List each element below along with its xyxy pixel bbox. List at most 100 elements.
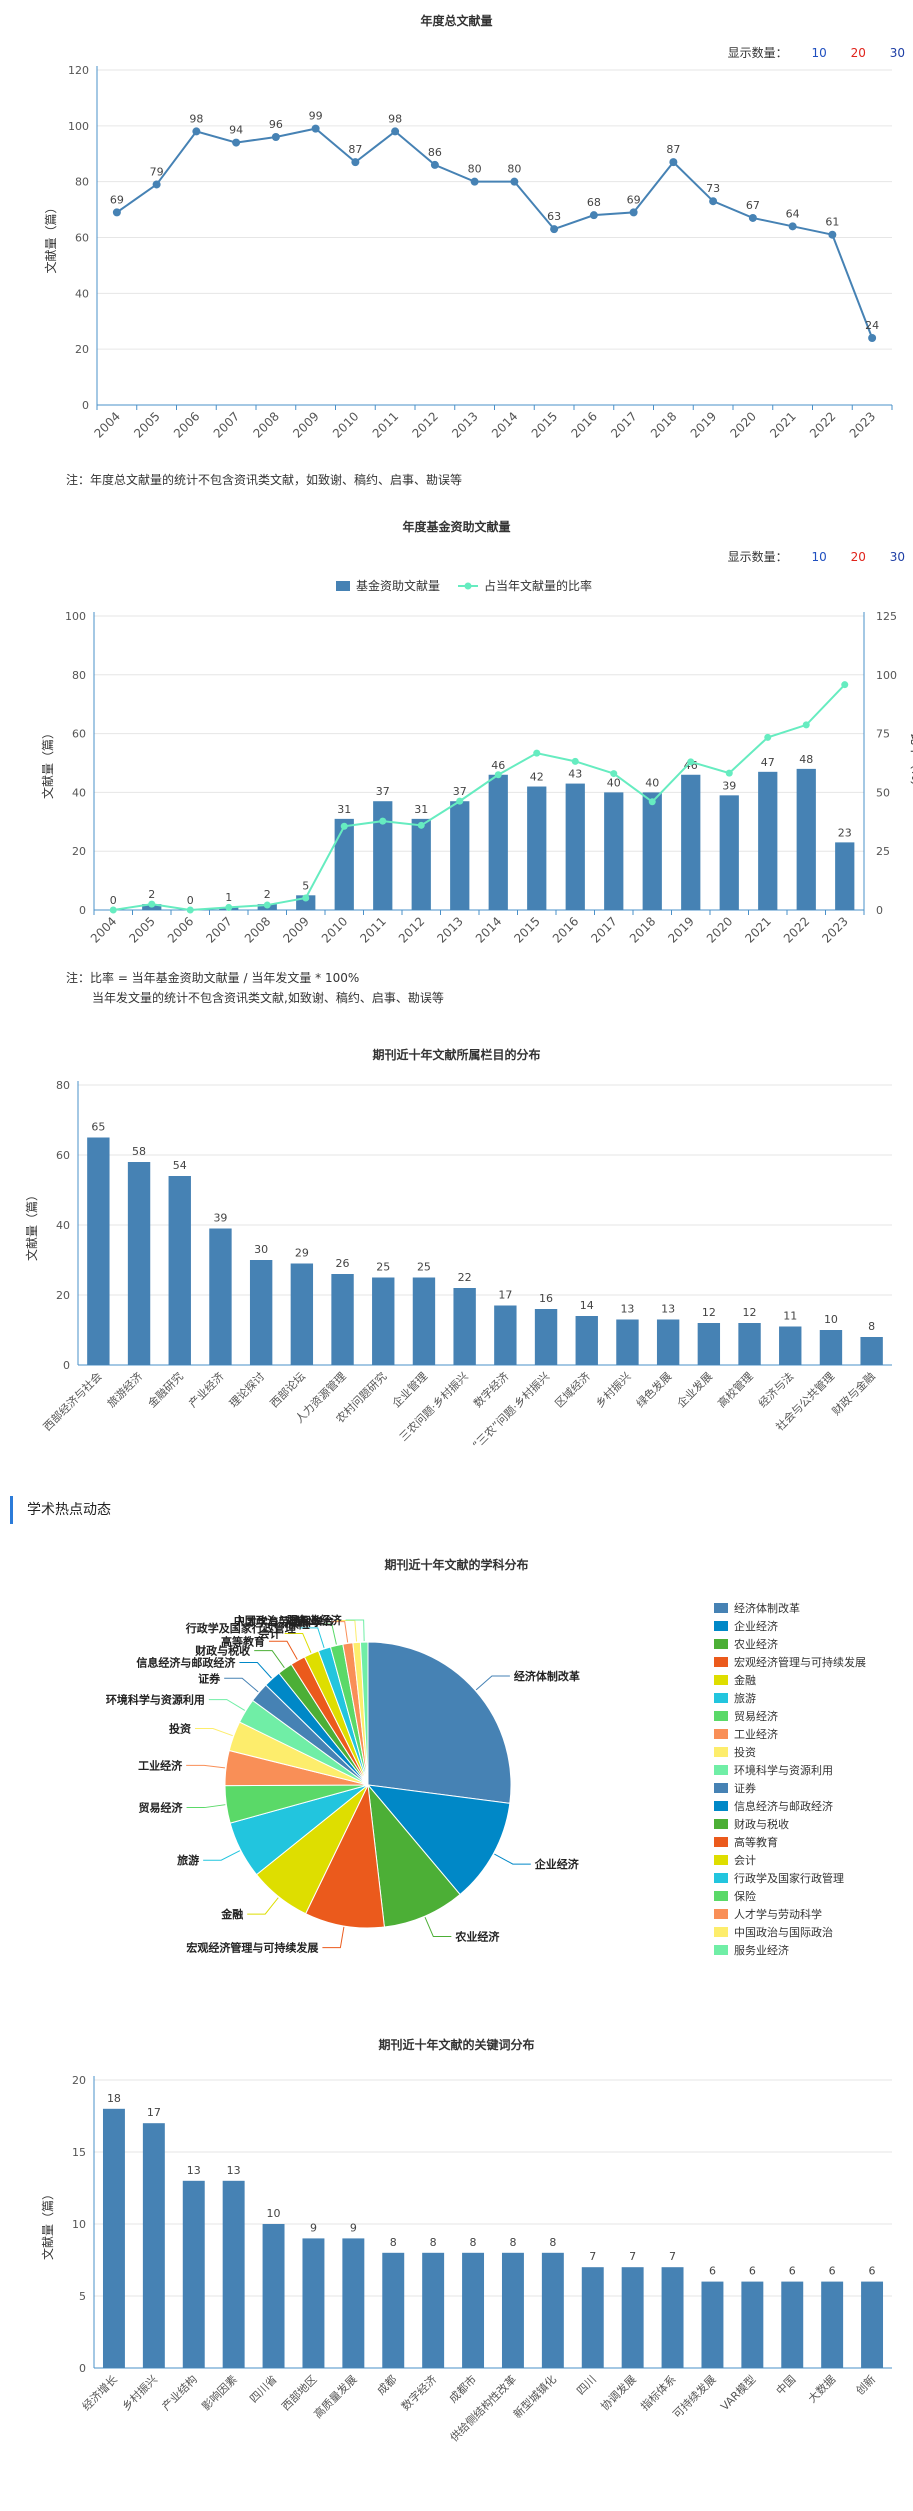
chart3-bar[interactable]: [697, 1323, 721, 1365]
chart5-bar[interactable]: [142, 2123, 165, 2368]
chart2-ratio-point[interactable]: [764, 733, 772, 741]
chart2-bar[interactable]: [719, 795, 739, 910]
chart2-bar[interactable]: [373, 801, 393, 910]
chart5-bar[interactable]: [781, 2281, 804, 2368]
chart4-legend-item[interactable]: 信息经济与邮政经济: [714, 1798, 833, 1816]
chart2-bar[interactable]: [488, 774, 508, 910]
chart4-legend-item[interactable]: 经济体制改革: [714, 1600, 800, 1618]
chart2-bar[interactable]: [527, 786, 547, 910]
chart4-legend-item[interactable]: 保险: [714, 1888, 756, 1906]
chart3-bar[interactable]: [656, 1319, 680, 1366]
chart4-legend-item[interactable]: 证券: [714, 1780, 756, 1798]
chart5-bar[interactable]: [701, 2281, 724, 2368]
chart2-legend-line-label[interactable]: 占当年文献量的比率: [484, 578, 592, 593]
chart1-point[interactable]: [868, 334, 877, 342]
chart2-bar[interactable]: [681, 774, 701, 910]
chart3-bar[interactable]: [168, 1176, 191, 1365]
chart2-bar[interactable]: [796, 768, 816, 910]
chart4-legend-item[interactable]: 企业经济: [714, 1618, 778, 1636]
count-option-20[interactable]: 20: [850, 550, 866, 564]
chart1-point[interactable]: [430, 160, 439, 169]
chart1-point[interactable]: [351, 158, 360, 167]
chart5-bar[interactable]: [861, 2281, 884, 2368]
chart1-point[interactable]: [550, 225, 559, 234]
chart4-legend-item[interactable]: 会计: [714, 1852, 756, 1870]
chart3-bar[interactable]: [534, 1309, 558, 1365]
chart5-bar[interactable]: [422, 2252, 445, 2368]
chart3-bar[interactable]: [779, 1326, 802, 1366]
chart2-bar[interactable]: [758, 771, 778, 910]
chart1-point[interactable]: [391, 127, 400, 136]
chart2-ratio-point[interactable]: [417, 821, 425, 829]
chart3-bar[interactable]: [575, 1316, 598, 1365]
chart4-slice[interactable]: [366, 1784, 511, 1896]
chart5-bar[interactable]: [262, 2224, 285, 2368]
chart1-point[interactable]: [589, 211, 598, 220]
chart1-point[interactable]: [232, 138, 241, 147]
chart1-point[interactable]: [470, 177, 479, 186]
chart3-bar[interactable]: [860, 1337, 883, 1365]
chart5-bar[interactable]: [621, 2267, 644, 2368]
chart2-ratio-point[interactable]: [263, 901, 271, 909]
chart1-point[interactable]: [828, 230, 837, 239]
chart4-legend-item[interactable]: 旅游: [714, 1690, 756, 1708]
chart2-ratio-point[interactable]: [302, 894, 310, 902]
chart2-ratio-point[interactable]: [225, 903, 233, 911]
chart4-legend-item[interactable]: 工业经济: [714, 1726, 778, 1744]
chart3-bar[interactable]: [494, 1305, 517, 1366]
chart3-bar[interactable]: [372, 1277, 395, 1366]
chart2-ratio-point[interactable]: [571, 757, 579, 765]
chart2-ratio-point[interactable]: [802, 721, 810, 729]
chart2-ratio-point[interactable]: [687, 758, 695, 766]
chart2-ratio-point[interactable]: [841, 681, 849, 689]
chart5-bar[interactable]: [821, 2281, 844, 2368]
chart3-bar[interactable]: [127, 1162, 151, 1365]
chart2-ratio-point[interactable]: [340, 822, 348, 830]
chart5-bar[interactable]: [102, 2108, 125, 2368]
chart5-bar[interactable]: [222, 2180, 245, 2368]
chart1-point[interactable]: [112, 208, 121, 217]
count-option-30[interactable]: 30: [889, 46, 905, 60]
chart5-bar[interactable]: [182, 2180, 205, 2368]
chart4-legend-item[interactable]: 服务业经济: [714, 1942, 789, 1960]
chart1-point[interactable]: [788, 222, 797, 231]
chart3-bar[interactable]: [87, 1137, 110, 1366]
chart2-legend-bar-label[interactable]: 基金资助文献量: [356, 578, 440, 593]
chart3-bar[interactable]: [738, 1323, 761, 1365]
chart2-ratio-point[interactable]: [186, 906, 194, 914]
chart2-bar[interactable]: [642, 792, 662, 910]
chart1-point[interactable]: [629, 208, 638, 217]
chart3-bar[interactable]: [290, 1263, 314, 1366]
chart4-legend-item[interactable]: 环境科学与资源利用: [714, 1762, 833, 1780]
count-option-10[interactable]: 10: [811, 550, 827, 564]
chart5-bar[interactable]: [541, 2252, 564, 2368]
chart2-ratio-point[interactable]: [725, 769, 733, 777]
chart3-bar[interactable]: [412, 1277, 436, 1366]
chart1-point[interactable]: [748, 213, 757, 222]
chart5-bar[interactable]: [661, 2267, 684, 2368]
chart1-point[interactable]: [709, 197, 718, 206]
chart3-bar[interactable]: [249, 1260, 273, 1365]
chart2-ratio-point[interactable]: [494, 771, 502, 779]
count-option-20[interactable]: 20: [850, 46, 866, 60]
chart2-ratio-point[interactable]: [648, 798, 656, 806]
count-option-10[interactable]: 10: [811, 46, 827, 60]
count-option-30[interactable]: 30: [889, 550, 905, 564]
chart4-legend-item[interactable]: 农业经济: [714, 1636, 778, 1654]
chart5-bar[interactable]: [581, 2267, 604, 2368]
chart5-bar[interactable]: [462, 2252, 485, 2368]
chart3-bar[interactable]: [453, 1288, 476, 1365]
chart1-point[interactable]: [510, 177, 519, 186]
chart5-bar[interactable]: [501, 2252, 524, 2368]
chart2-bar[interactable]: [604, 792, 624, 910]
chart5-bar[interactable]: [342, 2238, 365, 2368]
chart1-point[interactable]: [669, 158, 678, 167]
chart5-bar[interactable]: [741, 2281, 764, 2368]
chart4-legend-item[interactable]: 行政学及国家行政管理: [714, 1870, 844, 1888]
chart4-legend-item[interactable]: 投资: [714, 1744, 756, 1762]
chart4-legend-item[interactable]: 人才学与劳动科学: [714, 1906, 822, 1924]
chart4-legend-item[interactable]: 宏观经济管理与可持续发展: [714, 1654, 866, 1672]
chart4-legend-item[interactable]: 金融: [714, 1672, 756, 1690]
chart4-slice[interactable]: [367, 1641, 512, 1804]
chart2-bar[interactable]: [411, 818, 431, 910]
